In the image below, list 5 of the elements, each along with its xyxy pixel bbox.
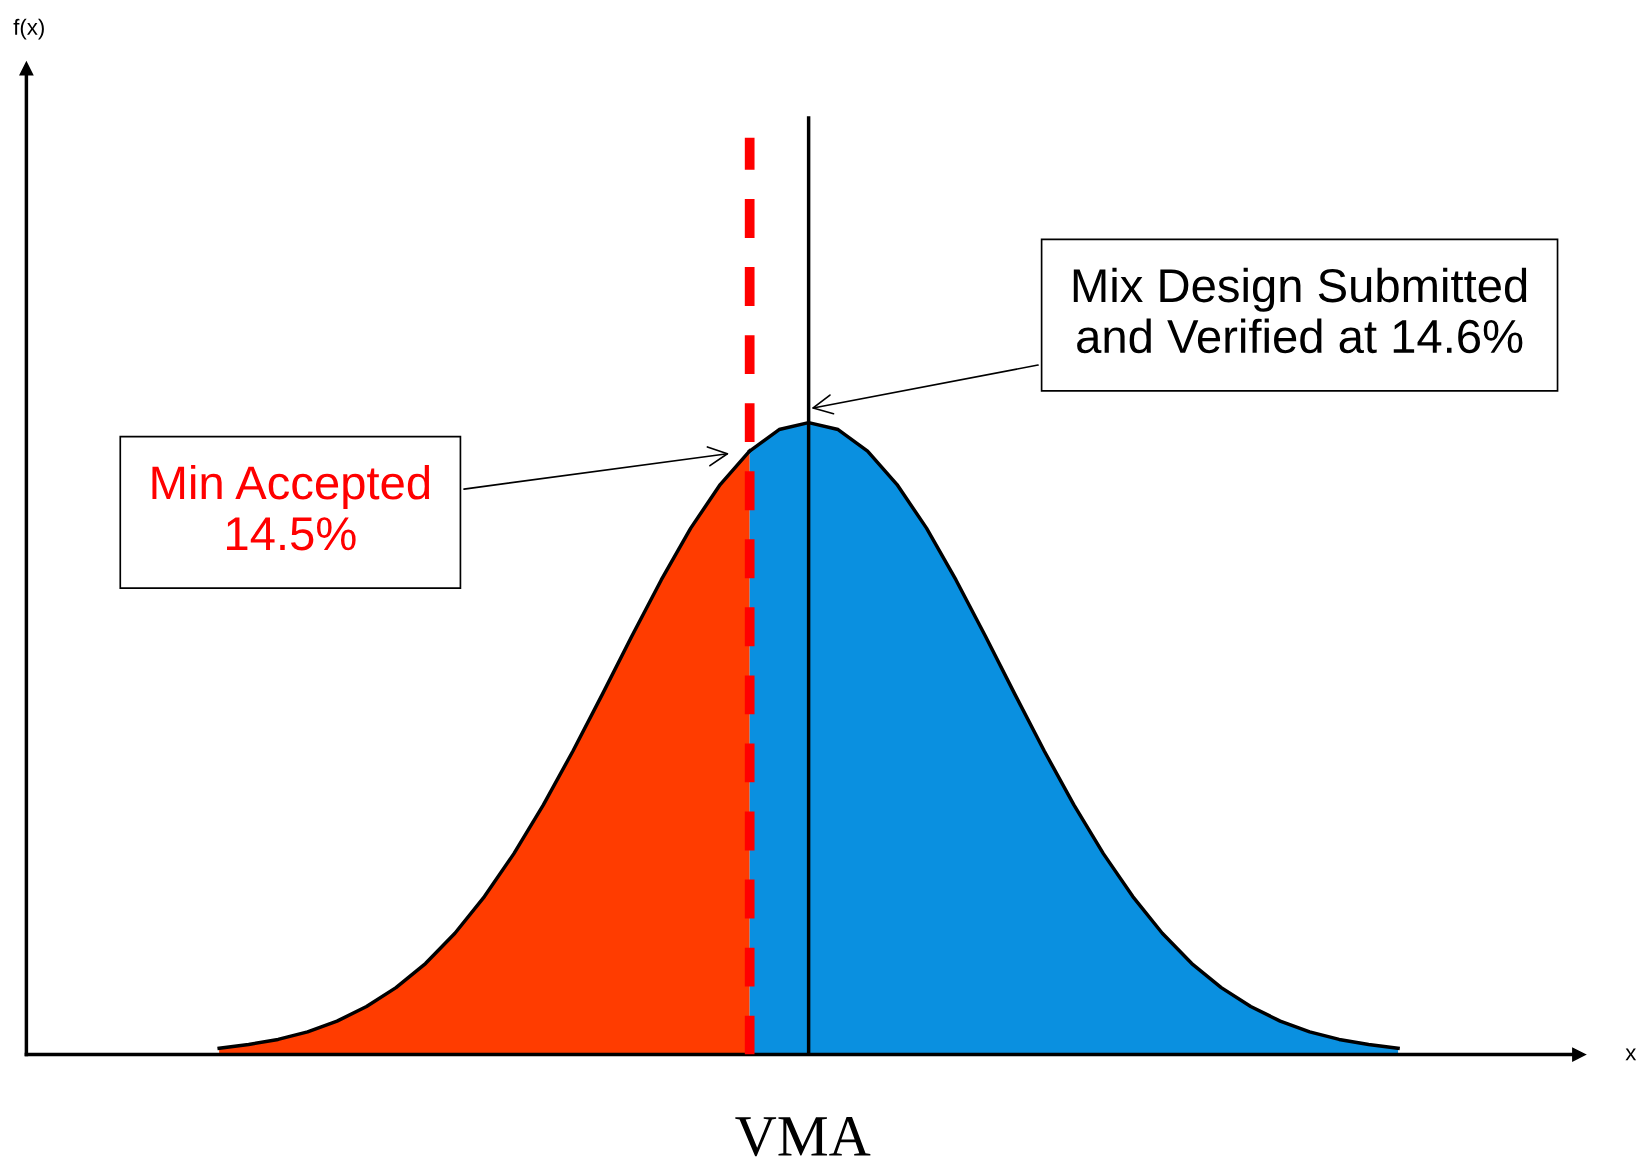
text: Mix Design Submitted and Verified at 14.6% xyxy=(1073,267,1527,354)
x-axis-title: VMA xyxy=(735,1116,871,1157)
text: Min Accepted 14.5% xyxy=(152,464,430,551)
text: x xyxy=(1625,1048,1637,1061)
text: f(x) xyxy=(13,18,44,40)
